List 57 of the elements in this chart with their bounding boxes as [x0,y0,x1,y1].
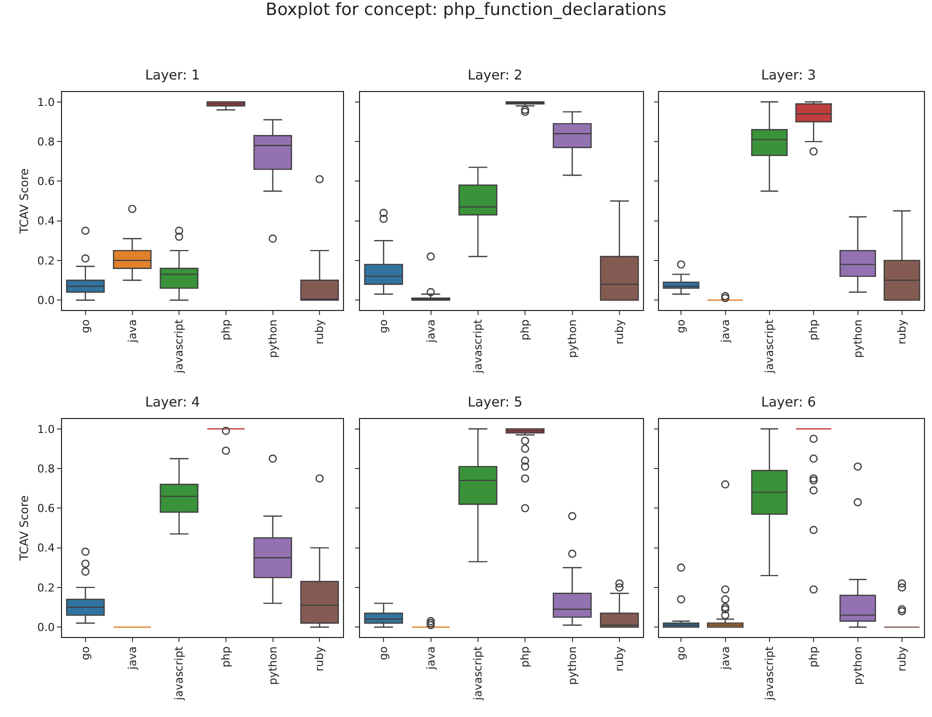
x-tick-label: java [424,319,438,344]
x-tick-label: php [518,646,532,668]
x-tick-label: python [566,319,579,358]
x-tick-label: python [266,319,280,358]
x-tick-label: php [518,319,532,340]
x-tick-label: java [126,319,139,344]
x-tick-label: python [851,646,864,685]
x-tick-label: ruby [895,646,908,672]
y-tick-label: 0.0 [37,294,55,307]
x-tick-label: go [377,646,390,660]
x-tick-label: go [78,319,92,334]
x-tick-label: ruby [895,318,908,344]
x-tick-label: ruby [612,318,626,344]
x-tick-label: javascript [762,318,776,374]
x-tick-label: javascript [762,646,776,702]
y-axis-title: TCAV Score [16,495,31,562]
x-tick-label: php [807,319,820,340]
x-tick-label: javascript [172,318,186,374]
x-tick-label: ruby [612,646,626,672]
y-tick-label: 0.6 [37,502,55,516]
y-axis-title: TCAV Score [16,168,31,235]
x-tick-label: javascript [172,646,186,702]
x-tick-label: python [566,646,579,685]
y-tick-label: 0.2 [37,254,55,268]
y-tick-label: 0.0 [37,620,55,634]
chart-title: Layer: 5 [468,394,522,410]
x-tick-label: php [219,319,232,340]
chart-title: Layer: 1 [145,67,200,84]
x-tick-label: php [219,646,232,668]
x-tick-label: ruby [313,318,326,344]
y-tick-label: 0.4 [37,214,55,228]
y-tick-label: 1.0 [37,422,55,436]
x-tick-label: java [126,646,139,670]
text: Boxplot for concept: php_function_declarations [264,0,668,20]
x-tick-label: java [718,319,732,344]
y-tick-label: 1.0 [37,96,55,109]
y-tick-label: 0.4 [37,542,55,555]
x-tick-label: java [424,646,438,670]
chart-title: Layer: 3 [761,67,816,84]
x-tick-label: java [718,646,732,670]
y-tick-label: 0.8 [37,135,55,148]
x-tick-label: go [377,319,390,334]
y-tick-label: 0.8 [37,462,55,476]
x-tick-label: go [674,646,688,660]
x-tick-label: javascript [471,646,484,702]
y-tick-label: 0.2 [37,581,55,594]
x-tick-label: go [674,319,688,334]
x-tick-label: python [851,319,864,358]
x-tick-label: javascript [471,318,484,374]
x-tick-label: ruby [313,646,326,672]
chart-title: Layer: 2 [468,67,522,84]
y-tick-label: 0.6 [37,175,55,188]
x-tick-label: python [266,646,280,685]
chart-title: Layer: 4 [145,394,200,410]
x-tick-label: php [807,646,820,668]
x-tick-label: go [78,646,92,660]
chart-title: Layer: 6 [761,394,816,410]
